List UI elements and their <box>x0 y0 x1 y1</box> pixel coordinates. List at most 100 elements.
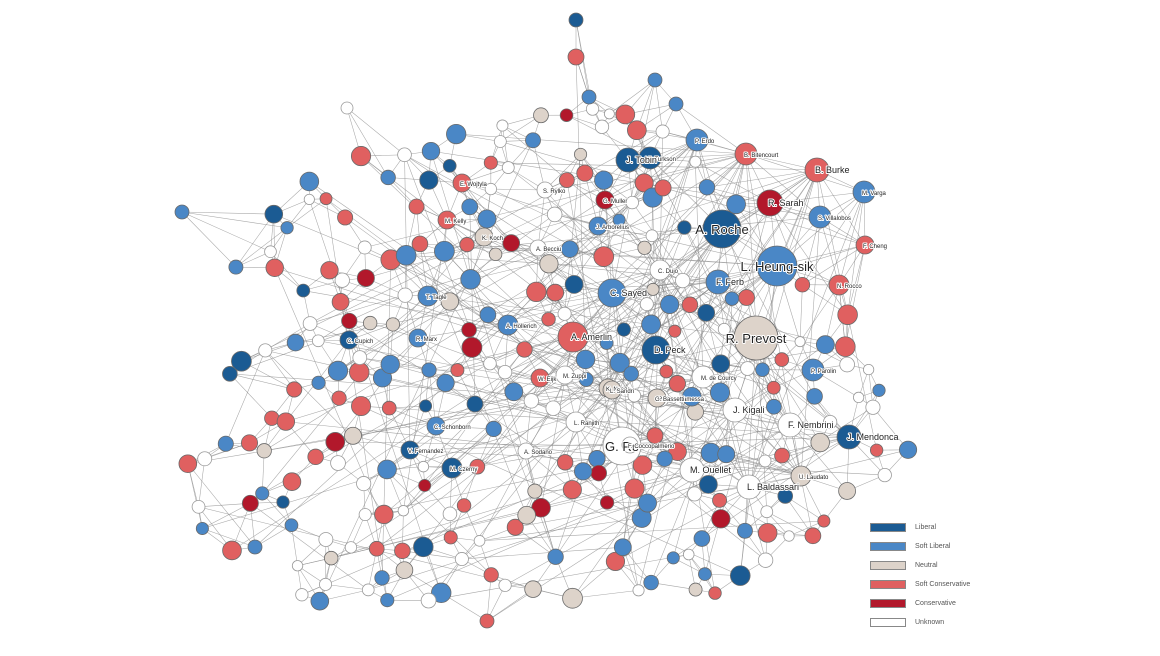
author-node[interactable] <box>593 246 615 267</box>
author-node[interactable] <box>408 198 425 215</box>
author-node[interactable] <box>394 542 411 560</box>
author-node[interactable] <box>546 283 565 302</box>
author-node[interactable] <box>459 237 475 253</box>
author-node[interactable] <box>852 391 865 404</box>
author-node[interactable] <box>286 381 303 398</box>
author-node-major[interactable] <box>497 314 519 336</box>
author-node[interactable] <box>356 269 375 287</box>
author-node[interactable] <box>668 442 687 461</box>
author-node-major[interactable] <box>621 436 639 454</box>
author-node[interactable] <box>419 170 439 190</box>
author-node[interactable] <box>740 361 755 376</box>
author-node[interactable] <box>525 132 541 149</box>
author-node[interactable] <box>502 234 521 252</box>
author-node[interactable] <box>760 505 774 519</box>
author-node-major[interactable] <box>602 380 622 400</box>
author-node[interactable] <box>625 195 639 210</box>
author-node[interactable] <box>724 291 740 306</box>
author-node[interactable] <box>479 613 495 629</box>
author-node[interactable] <box>368 540 385 557</box>
author-node-major[interactable] <box>801 358 825 382</box>
author-node-major[interactable] <box>756 189 784 217</box>
author-node[interactable] <box>357 240 372 255</box>
author-node[interactable] <box>247 539 263 555</box>
author-node[interactable] <box>323 550 339 566</box>
author-node[interactable] <box>319 192 333 206</box>
author-node[interactable] <box>755 362 770 377</box>
author-node[interactable] <box>646 282 660 296</box>
author-node[interactable] <box>533 107 549 124</box>
author-node[interactable] <box>659 364 674 379</box>
author-node-major[interactable] <box>565 411 587 433</box>
author-node-major[interactable] <box>705 269 731 295</box>
author-node[interactable] <box>738 289 755 306</box>
author-node[interactable] <box>865 399 881 415</box>
author-node[interactable] <box>564 275 584 294</box>
author-node[interactable] <box>527 483 543 499</box>
author-node[interactable] <box>660 294 680 315</box>
author-node[interactable] <box>265 258 284 277</box>
author-node[interactable] <box>361 583 375 597</box>
author-node[interactable] <box>461 322 477 338</box>
author-node[interactable] <box>420 592 437 609</box>
author-node[interactable] <box>711 354 730 374</box>
author-node[interactable] <box>397 287 413 303</box>
author-node[interactable] <box>590 464 607 482</box>
author-node[interactable] <box>337 209 354 226</box>
author-node[interactable] <box>191 499 206 514</box>
author-node[interactable] <box>517 506 536 525</box>
author-node[interactable] <box>397 147 412 163</box>
author-node[interactable] <box>296 283 311 298</box>
author-node[interactable] <box>562 480 582 500</box>
author-node[interactable] <box>539 254 559 274</box>
author-node[interactable] <box>217 435 234 452</box>
author-node-major[interactable] <box>426 416 446 436</box>
author-node[interactable] <box>241 494 259 512</box>
author-node[interactable] <box>623 365 639 382</box>
author-node[interactable] <box>688 582 703 597</box>
author-node[interactable] <box>609 352 630 373</box>
author-node[interactable] <box>493 135 507 148</box>
author-node[interactable] <box>568 12 584 28</box>
author-node[interactable] <box>562 587 583 609</box>
author-node[interactable] <box>815 335 835 355</box>
author-node[interactable] <box>374 570 390 586</box>
author-node[interactable] <box>578 371 594 387</box>
author-node[interactable] <box>473 535 486 547</box>
author-node[interactable] <box>556 454 574 471</box>
author-node[interactable] <box>374 504 394 525</box>
author-node[interactable] <box>698 179 716 196</box>
author-node[interactable] <box>777 488 794 504</box>
author-node-major[interactable] <box>615 147 641 173</box>
author-node[interactable] <box>327 360 349 381</box>
author-node[interactable] <box>603 108 615 120</box>
author-node[interactable] <box>344 541 358 554</box>
author-node[interactable] <box>331 293 350 311</box>
author-node[interactable] <box>255 486 270 501</box>
author-node-major[interactable] <box>722 397 748 423</box>
author-node[interactable] <box>504 382 524 402</box>
author-node[interactable] <box>559 108 574 122</box>
author-node-major[interactable] <box>756 245 798 287</box>
author-node[interactable] <box>668 375 686 393</box>
author-node[interactable] <box>256 443 272 459</box>
author-node-major[interactable] <box>647 388 667 408</box>
author-node-major[interactable] <box>595 190 615 210</box>
author-node[interactable] <box>280 221 294 235</box>
author-node[interactable] <box>547 548 564 565</box>
author-node[interactable] <box>729 565 751 586</box>
author-node[interactable] <box>380 593 395 608</box>
author-node[interactable] <box>638 493 657 513</box>
author-node[interactable] <box>442 506 458 522</box>
author-node[interactable] <box>774 352 790 367</box>
author-node[interactable] <box>757 552 774 568</box>
author-node[interactable] <box>362 315 378 331</box>
author-node[interactable] <box>395 561 414 579</box>
author-node-major[interactable] <box>588 216 608 236</box>
author-node[interactable] <box>417 460 430 473</box>
author-node[interactable] <box>446 123 467 145</box>
author-node[interactable] <box>645 229 659 243</box>
author-node-major[interactable] <box>530 368 550 388</box>
author-node[interactable] <box>466 395 484 413</box>
author-node[interactable] <box>677 220 692 235</box>
